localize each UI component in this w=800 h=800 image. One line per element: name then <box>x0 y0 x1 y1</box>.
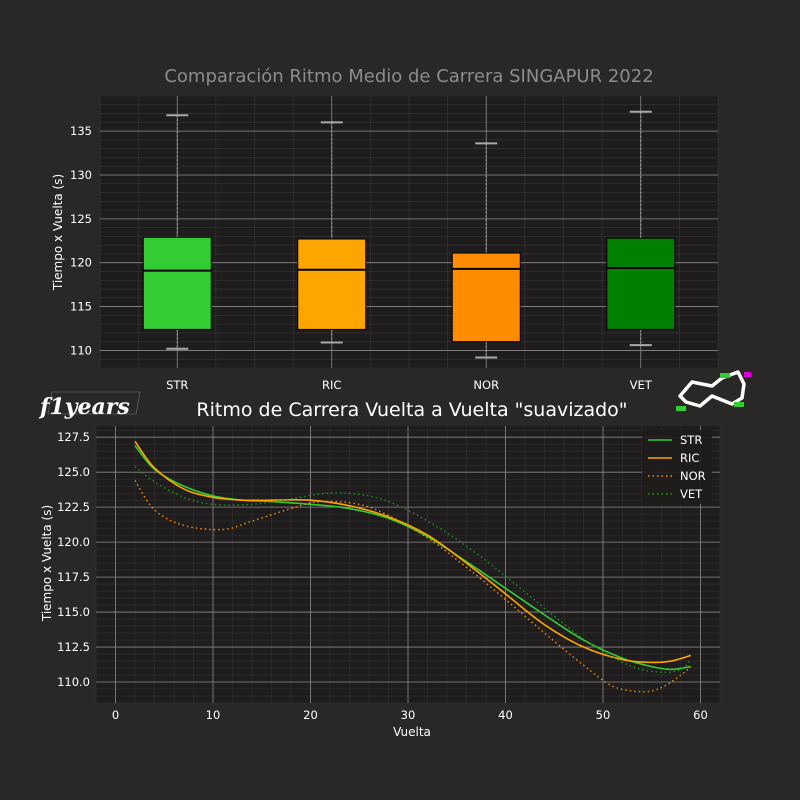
x-tick-label: 20 <box>303 708 318 722</box>
legend-box <box>642 430 712 504</box>
x-tick-label: 10 <box>206 708 221 722</box>
line-chart-y-axis-label: Tiempo x Vuelta (s) <box>40 505 54 622</box>
y-tick-label: 130 <box>70 168 92 182</box>
legend-label: RIC <box>680 451 699 465</box>
boxplot-panel: 110 115 120 125 130 135 STR RIC NOR VET <box>70 95 719 392</box>
x-tick-label: 50 <box>596 708 611 722</box>
y-tick-label: 115.0 <box>57 605 90 619</box>
box-nor <box>451 252 521 343</box>
x-tick-label: 0 <box>112 708 119 722</box>
y-tick-label: 110.0 <box>57 675 90 689</box>
x-tick-label: 40 <box>498 708 513 722</box>
boxplot-y-axis-label: Tiempo x Vuelta (s) <box>51 174 65 291</box>
legend-label: NOR <box>680 469 706 483</box>
y-tick-label: 120 <box>70 256 92 270</box>
x-tick-label: RIC <box>322 378 341 392</box>
box-ric <box>297 238 367 330</box>
x-tick-label: VET <box>630 378 653 392</box>
boxplot-title: Comparación Ritmo Medio de Carrera SINGA… <box>164 66 653 87</box>
x-tick-label: 60 <box>693 708 708 722</box>
y-tick-label: 125 <box>70 212 92 226</box>
line-chart-title: Ritmo de Carrera Vuelta a Vuelta "suaviz… <box>196 399 627 421</box>
y-tick-label: 117.5 <box>57 570 90 584</box>
legend-label: VET <box>680 487 703 501</box>
circuit-map-icon <box>676 370 751 411</box>
y-tick-label: 135 <box>70 124 92 138</box>
x-tick-label: 30 <box>401 708 416 722</box>
y-tick-label: 112.5 <box>57 640 90 654</box>
y-tick-label: 127.5 <box>57 430 90 444</box>
y-tick-label: 110 <box>70 343 92 357</box>
y-tick-label: 122.5 <box>57 500 90 514</box>
y-tick-label: 120.0 <box>57 535 90 549</box>
x-tick-label: NOR <box>473 378 499 392</box>
line-chart-x-axis-label: Vuelta <box>393 725 431 739</box>
legend-label: STR <box>680 433 702 447</box>
series-line-vet <box>134 466 692 674</box>
f1years-logo: f1years <box>38 391 141 420</box>
line-chart-panel: 110.0 112.5 115.0 117.5 120.0 122.5 125.0 127.5… <box>57 426 721 722</box>
series-line-nor <box>134 480 692 693</box>
x-tick-label: STR <box>166 378 188 392</box>
logo-text: f1years <box>38 394 130 420</box>
y-tick-label: 125.0 <box>57 465 90 479</box>
series-line-ric <box>134 440 691 664</box>
y-tick-label: 115 <box>70 300 92 314</box>
box-vet <box>606 237 676 330</box>
box-str <box>142 236 212 330</box>
